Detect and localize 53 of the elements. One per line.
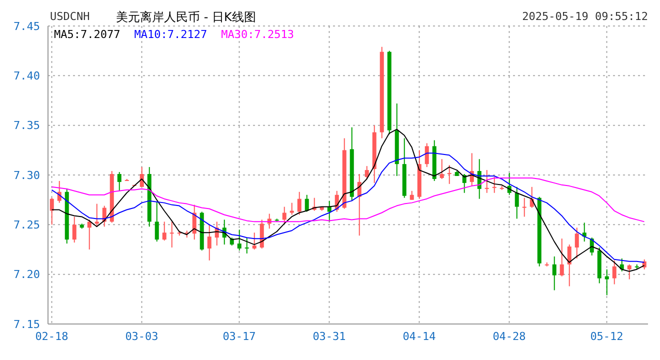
candlestick bbox=[244, 237, 249, 254]
candlestick bbox=[447, 164, 452, 184]
candlestick bbox=[612, 260, 616, 285]
candlestick bbox=[207, 224, 212, 261]
candlestick bbox=[297, 191, 302, 216]
chart-title: 美元离岸人民币 - 日K线图 bbox=[116, 9, 256, 26]
text: USDCNH bbox=[50, 10, 90, 23]
x-tick-label: 05-12 bbox=[590, 330, 624, 343]
text: MA10:7.2127 bbox=[134, 28, 208, 41]
candlestick bbox=[94, 203, 99, 228]
candlestick bbox=[170, 221, 174, 248]
candlestick bbox=[237, 229, 242, 251]
text: MA5:7.2077 bbox=[54, 28, 120, 41]
x-tick-label: 03-17 bbox=[222, 330, 256, 343]
candlestick bbox=[50, 197, 54, 226]
candlestick bbox=[514, 186, 519, 220]
candlestick bbox=[327, 200, 332, 222]
text: 2025-05-19 09:55:12 bbox=[522, 10, 648, 23]
y-tick-label: 7.30 bbox=[14, 168, 40, 182]
y-tick-label: 7.20 bbox=[14, 268, 40, 282]
candlestick bbox=[162, 221, 166, 242]
candlestick bbox=[304, 194, 309, 212]
candlestick bbox=[522, 197, 526, 218]
candlestick bbox=[604, 268, 609, 296]
x-tick-label: 03-03 bbox=[125, 330, 158, 343]
candlestick bbox=[117, 172, 122, 192]
y-tick-label: 7.35 bbox=[14, 119, 40, 132]
candlestick bbox=[72, 216, 76, 244]
candlestick bbox=[252, 232, 256, 250]
candlestick bbox=[552, 256, 556, 291]
candlestick bbox=[364, 166, 369, 180]
candlestick bbox=[627, 264, 632, 280]
candlestick bbox=[484, 170, 489, 194]
text: MA30:7.2513 bbox=[221, 28, 294, 41]
candlestick bbox=[424, 142, 429, 168]
x-tick-label: 04-28 bbox=[492, 330, 526, 343]
line-series bbox=[51, 128, 645, 272]
candlestick bbox=[154, 201, 159, 242]
candlestick bbox=[574, 227, 579, 259]
y-tick-label: 7.15 bbox=[14, 318, 40, 331]
x-tick-label: 03-31 bbox=[312, 330, 346, 343]
y-tick-label: 7.40 bbox=[14, 70, 40, 83]
candlestick bbox=[282, 206, 286, 224]
candlestick bbox=[567, 244, 572, 287]
x-tick-label: 04-14 bbox=[402, 330, 436, 343]
candlestick bbox=[260, 219, 264, 250]
candlestick bbox=[440, 158, 444, 180]
x-tick-label: 02-18 bbox=[35, 330, 68, 343]
y-tick-label: 7.45 bbox=[14, 20, 40, 33]
y-tick-label: 7.25 bbox=[14, 218, 40, 232]
candlestick bbox=[87, 219, 92, 250]
candlestick bbox=[492, 176, 496, 194]
candlestick bbox=[560, 238, 564, 277]
